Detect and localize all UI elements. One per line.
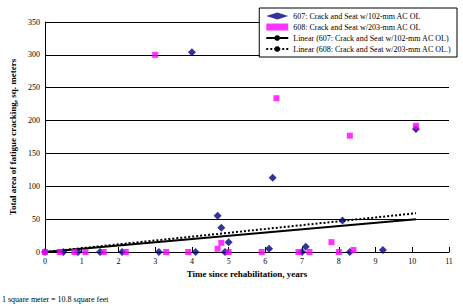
svg-text:2: 2 — [116, 257, 120, 266]
svg-text:0: 0 — [36, 248, 40, 257]
svg-text:100: 100 — [28, 182, 40, 191]
svg-text:9: 9 — [374, 257, 378, 266]
svg-text:250: 250 — [28, 83, 40, 92]
svg-text:200: 200 — [28, 116, 40, 125]
svg-text:350: 350 — [28, 18, 40, 27]
svg-text:Total area of fatigue cracking: Total area of fatigue cracking, sq. mete… — [8, 58, 18, 215]
svg-text:3: 3 — [153, 257, 157, 266]
svg-text:608: Crack and Seat w/203-mm A: 608: Crack and Seat w/203-mm AC OL — [293, 23, 420, 32]
svg-text:1 square meter = 10.8 square f: 1 square meter = 10.8 square feet — [2, 295, 109, 304]
svg-text:5: 5 — [227, 257, 231, 266]
svg-text:6: 6 — [263, 257, 267, 266]
svg-text:Time since rehabilitation, yea: Time since rehabilitation, years — [187, 269, 308, 279]
svg-text:50: 50 — [32, 215, 40, 224]
svg-text:8: 8 — [337, 257, 341, 266]
svg-text:0: 0 — [43, 257, 47, 266]
svg-text:11: 11 — [445, 257, 453, 266]
svg-text:Linear (607: Crack and Seat w/: Linear (607: Crack and Seat w/102-mm AC … — [293, 34, 449, 43]
svg-text:7: 7 — [300, 257, 304, 266]
svg-text:10: 10 — [408, 257, 416, 266]
svg-text:Linear (608: Crack and Seat w/: Linear (608: Crack and Seat w/203-mm AC … — [293, 45, 451, 54]
svg-text:4: 4 — [190, 257, 194, 266]
svg-text:1: 1 — [80, 257, 84, 266]
svg-text:607: Crack and Seat w/102-mm A: 607: Crack and Seat w/102-mm AC OL — [293, 12, 420, 21]
svg-text:150: 150 — [28, 149, 40, 158]
svg-text:300: 300 — [28, 50, 40, 59]
